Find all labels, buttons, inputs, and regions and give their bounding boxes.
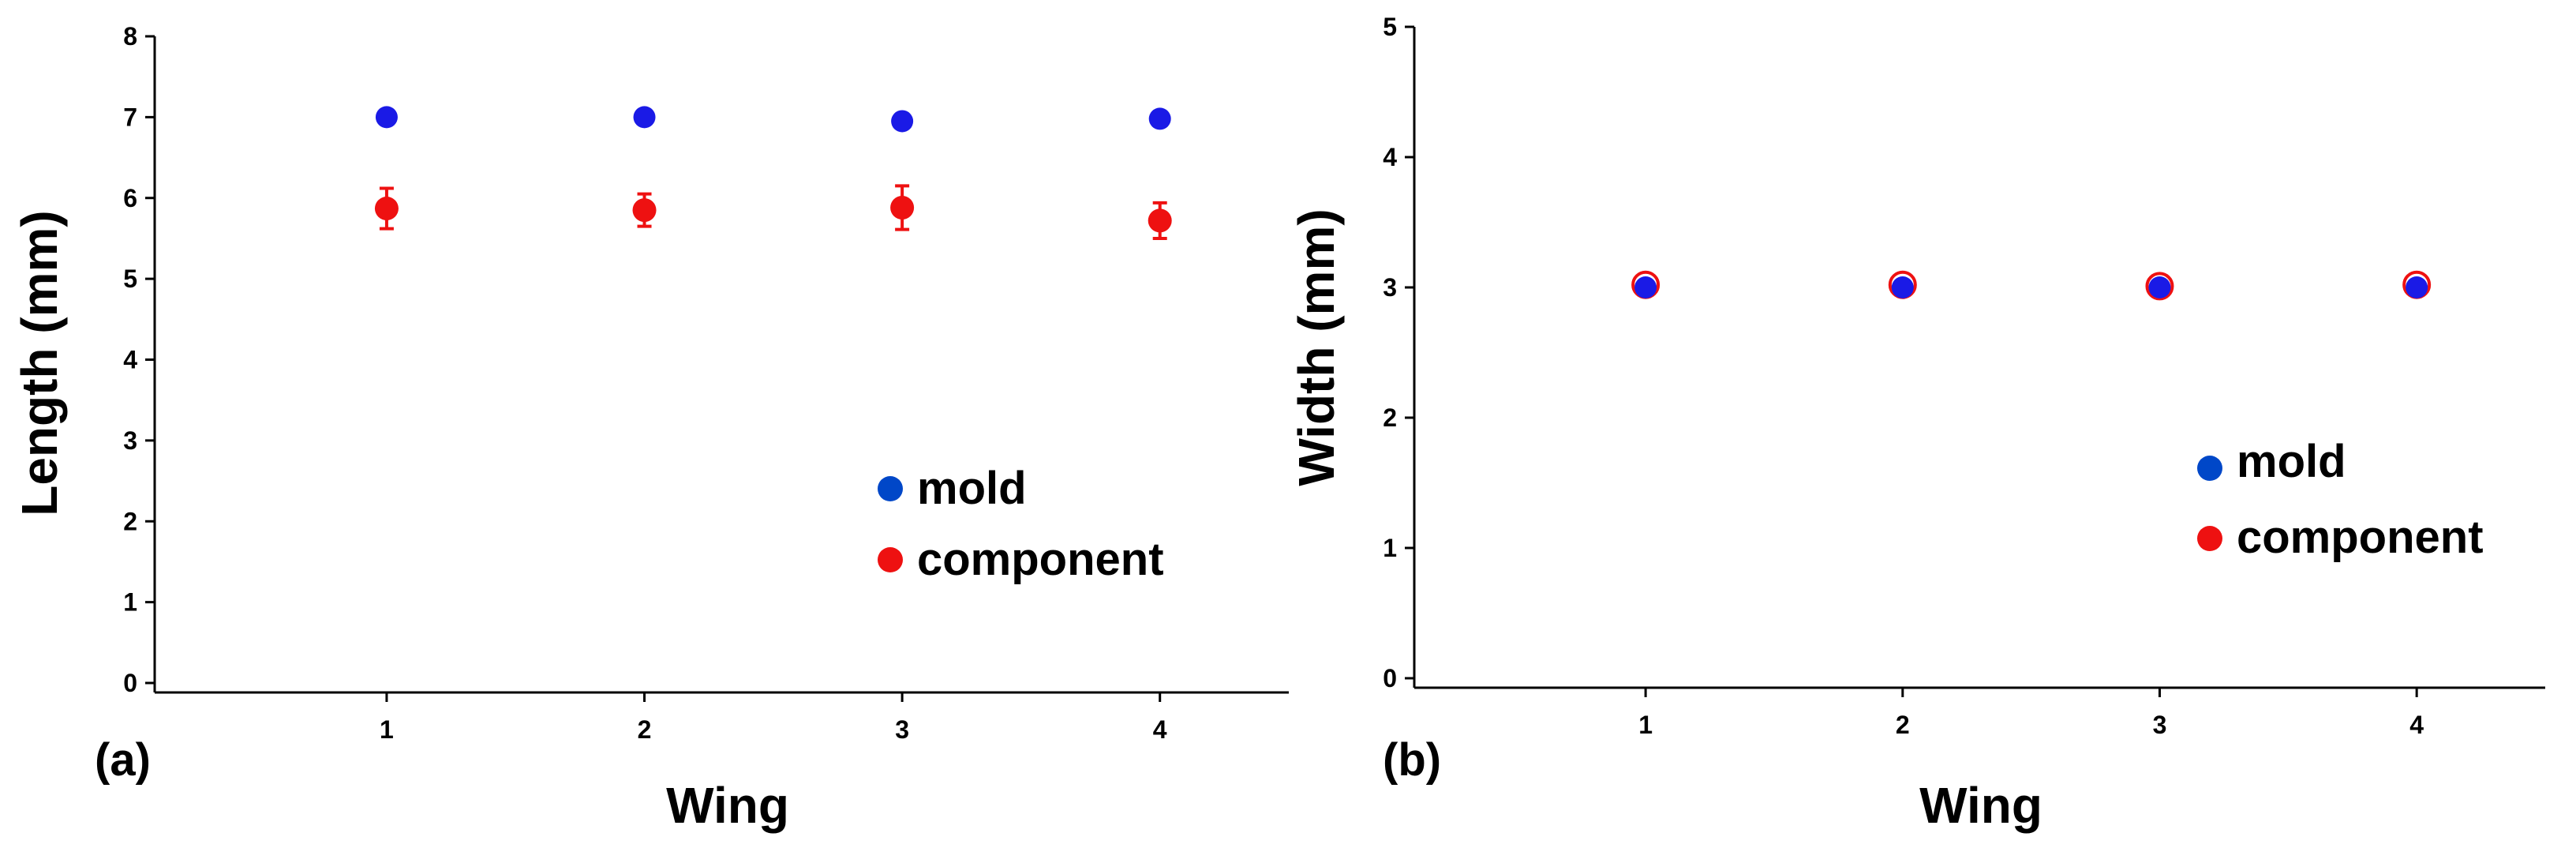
legend-marker-component <box>2197 526 2222 551</box>
data-point-mold <box>1891 276 1914 298</box>
data-point-component <box>632 198 657 223</box>
data-point-component <box>1148 208 1172 233</box>
y-tick-label: 5 <box>123 265 137 293</box>
chart-panel-a: 0 1 2 3 4 5 6 7 8 1 2 3 4 Length (mm) Wing (a) mold… <box>11 22 1289 834</box>
x-tick-label: 4 <box>2409 711 2424 739</box>
y-tick-label: 7 <box>123 103 137 131</box>
x-ticks: 1 2 3 4 <box>1638 688 2424 739</box>
legend: mold component <box>878 463 1164 585</box>
y-tick-label: 1 <box>1383 534 1397 562</box>
legend-label-mold: mold <box>2237 436 2346 487</box>
data-point-component <box>2145 272 2174 301</box>
x-tick-label: 1 <box>380 715 394 744</box>
y-tick-label: 3 <box>123 426 137 455</box>
legend: mold component <box>2197 436 2484 563</box>
legend-label-mold: mold <box>917 463 1027 514</box>
y-tick-label: 8 <box>123 22 137 51</box>
data-point-mold <box>1634 276 1657 298</box>
data-point-mold <box>633 106 656 129</box>
legend-marker-mold <box>2197 456 2222 481</box>
x-tick-label: 3 <box>895 715 909 744</box>
data-point-mold <box>2148 276 2171 298</box>
y-axis-title: Length (mm) <box>11 210 68 516</box>
legend-label-component: component <box>917 534 1164 585</box>
y-tick-label: 1 <box>123 588 137 617</box>
x-tick-label: 3 <box>2153 711 2167 739</box>
data-point-component <box>374 197 399 221</box>
y-tick-label: 4 <box>123 346 137 374</box>
x-tick-label: 4 <box>1153 715 1167 744</box>
y-axis-title: Width (mm) <box>1288 208 1345 486</box>
y-ticks: 0 1 2 3 4 5 6 7 8 <box>123 22 155 697</box>
data-point-component <box>890 196 915 220</box>
data-point-mold <box>2406 276 2428 298</box>
y-tick-label: 0 <box>1383 664 1397 692</box>
x-tick-label: 2 <box>1896 711 1910 739</box>
legend-marker-mold <box>878 476 903 501</box>
y-tick-label: 6 <box>123 184 137 212</box>
data-marks <box>1631 270 2432 301</box>
y-ticks: 0 1 2 3 4 5 <box>1383 13 1414 692</box>
y-tick-label: 2 <box>1383 403 1397 432</box>
chart-panel-b: 0 1 2 3 4 5 1 2 3 4 Width (mm) Wing (b) mold com… <box>1288 13 2545 834</box>
y-tick-label: 0 <box>123 669 137 697</box>
y-tick-label: 5 <box>1383 13 1397 41</box>
x-tick-label: 2 <box>638 715 652 744</box>
x-axis-title: Wing <box>1919 777 2042 834</box>
y-tick-label: 2 <box>123 507 137 535</box>
legend-label-component: component <box>2237 512 2484 563</box>
data-point-mold <box>1148 107 1171 130</box>
x-ticks: 1 2 3 4 <box>380 692 1167 744</box>
data-point-mold <box>891 110 914 133</box>
panel-label: (b) <box>1383 734 1441 786</box>
y-tick-label: 4 <box>1383 143 1397 171</box>
data-marks <box>374 106 1172 240</box>
panel-label: (a) <box>95 734 151 786</box>
x-axis-title: Wing <box>666 777 789 834</box>
y-tick-label: 3 <box>1383 273 1397 302</box>
x-tick-label: 1 <box>1638 711 1653 739</box>
legend-marker-component <box>878 547 903 572</box>
data-point-mold <box>375 106 398 129</box>
